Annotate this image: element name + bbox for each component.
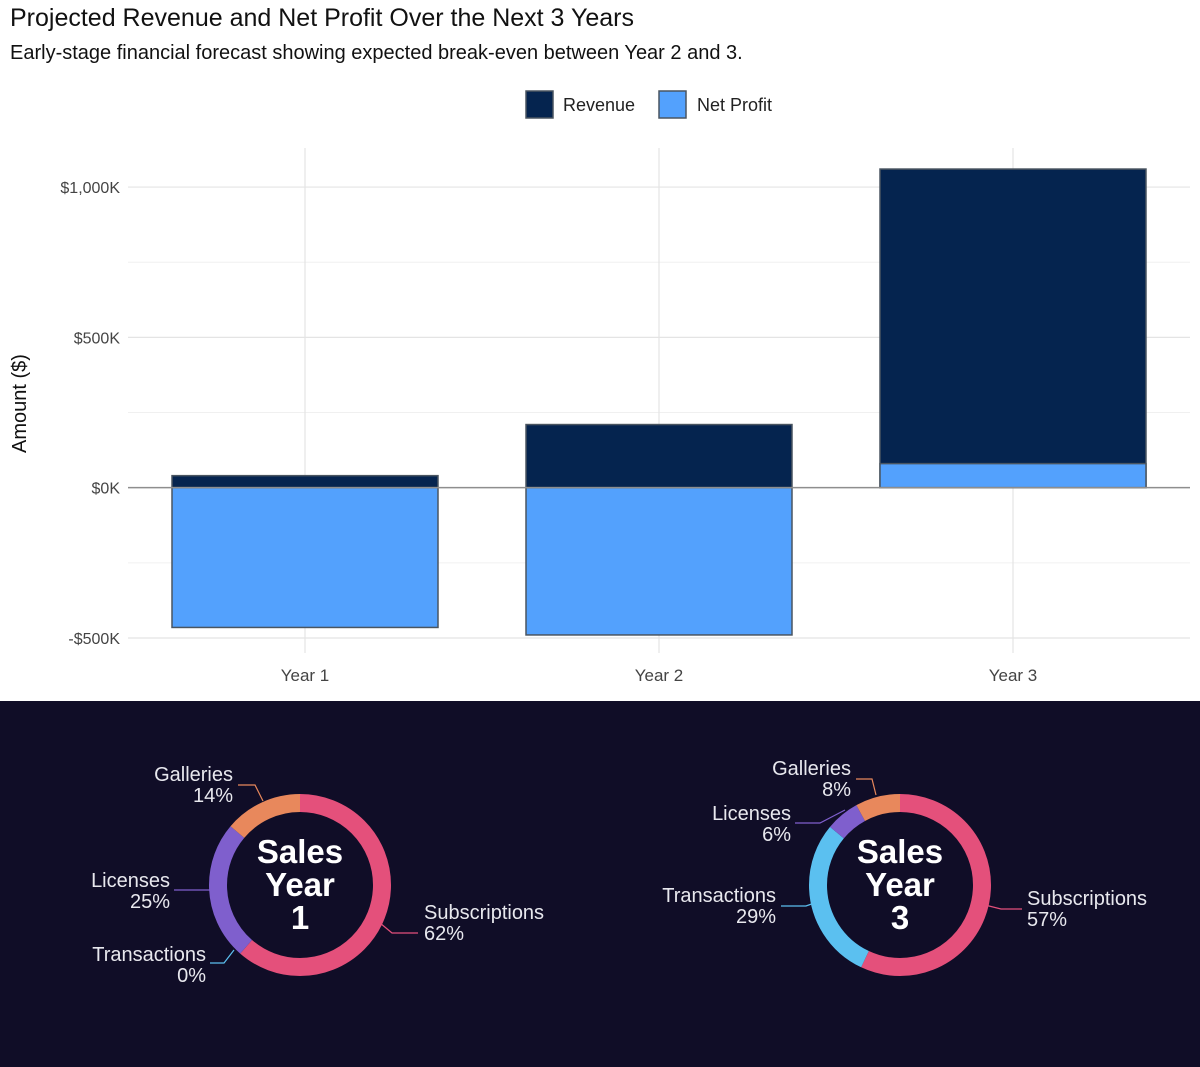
leader-line — [856, 778, 877, 796]
donut-charts-panel: Subscriptions 62% Transactions 0% Licenses 25… — [0, 701, 1200, 1067]
slice-label: Subscriptions — [1027, 888, 1147, 910]
chart-subtitle: Early-stage financial forecast showing e… — [10, 42, 743, 64]
leader-line — [795, 809, 846, 824]
slice-label: Licenses — [712, 803, 791, 825]
slice-value: 6% — [762, 824, 791, 846]
x-tick-label: Year 1 — [281, 666, 330, 685]
leader-line — [980, 903, 1022, 910]
center-label: Sales — [257, 833, 343, 870]
legend-label: Revenue — [563, 95, 635, 115]
slice-label: Subscriptions — [424, 902, 544, 924]
center-label: Sales — [857, 833, 943, 870]
slice-value: 8% — [822, 779, 851, 801]
bar-net-profit-year-1 — [171, 486, 439, 629]
bar-chart: -$500K $0K $500K $1,000K Year 1 Year 2 Year 3 A… — [9, 90, 1190, 685]
chart-title: Projected Revenue and Net Profit Over th… — [10, 4, 634, 32]
center-label: 3 — [891, 899, 909, 936]
slice-value: 29% — [736, 906, 776, 928]
leader-line — [210, 949, 235, 964]
slice-label: Galleries — [154, 764, 233, 786]
x-tick-label: Year 3 — [989, 666, 1038, 685]
legend-swatch — [658, 90, 687, 119]
legend-label: Net Profit — [697, 95, 772, 115]
bar-revenue-year-3 — [879, 168, 1147, 489]
donut-slice-transactions — [809, 794, 991, 976]
y-axis-label: Amount ($) — [9, 354, 31, 453]
slice-value: 25% — [130, 891, 170, 913]
donut-slice-galleries — [809, 794, 991, 976]
bar-revenue-year-2 — [525, 423, 793, 489]
y-tick-label: $0K — [92, 481, 121, 498]
donut-slice-galleries — [209, 794, 391, 976]
slice-label: Transactions — [662, 885, 776, 907]
y-tick-label: $1,000K — [60, 180, 120, 197]
slice-value: 14% — [193, 785, 233, 807]
center-label: 1 — [291, 899, 309, 936]
leader-line — [781, 900, 821, 907]
slice-label: Galleries — [772, 758, 851, 780]
slice-value: 57% — [1027, 909, 1067, 931]
leader-line — [238, 784, 264, 802]
bar-net-profit-year-3 — [879, 462, 1147, 489]
center-label: Year — [865, 866, 935, 903]
bar-chart-panel: Projected Revenue and Net Profit Over th… — [9, 4, 1190, 685]
donut-slice-licenses — [209, 794, 391, 976]
slice-value: 62% — [424, 923, 464, 945]
slice-value: 0% — [177, 965, 206, 987]
donut-charts: Subscriptions62%Transactions0%Licenses25… — [91, 758, 1147, 987]
leader-line — [379, 922, 418, 934]
bar-revenue-year-1 — [171, 474, 439, 489]
slice-label: Transactions — [92, 944, 206, 966]
slice-label: Licenses — [91, 870, 170, 892]
y-tick-label: -$500K — [68, 631, 120, 648]
legend-swatch — [525, 90, 554, 119]
y-tick-label: $500K — [74, 330, 121, 347]
center-label: Year — [265, 866, 335, 903]
x-tick-label: Year 2 — [635, 666, 684, 685]
bar-net-profit-year-2 — [525, 486, 793, 636]
